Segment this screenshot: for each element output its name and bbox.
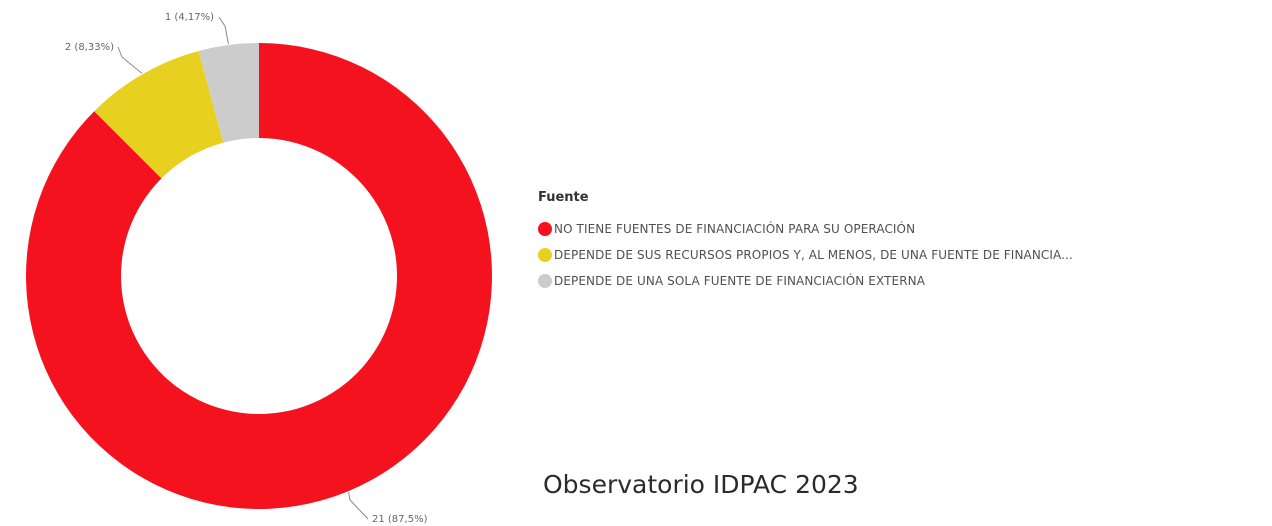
data-label: 21 (87,5%) [372, 514, 428, 525]
legend-label: DEPENDE DE SUS RECURSOS PROPIOS Y, AL ME… [554, 248, 1073, 262]
legend-item-una-sola-fuente[interactable]: DEPENDE DE UNA SOLA FUENTE DE FINANCIACI… [538, 268, 1073, 294]
slice-una-sola-fuente[interactable] [198, 43, 259, 143]
leader-line [218, 16, 229, 45]
legend-marker [538, 222, 552, 236]
legend-marker [538, 274, 552, 288]
legend-item-no-tiene-fuentes[interactable]: NO TIENE FUENTES DE FINANCIACIÓN PARA SU… [538, 216, 1073, 242]
legend-title: Fuente [538, 190, 589, 205]
legend: Fuente NO TIENE FUENTES DE FINANCIACIÓN … [538, 190, 1073, 294]
data-label: 1 (4,17%) [165, 12, 214, 23]
legend-marker [538, 248, 552, 262]
footer-source: Observatorio IDPAC 2023 [543, 470, 859, 499]
leader-line [348, 492, 369, 520]
legend-label: DEPENDE DE UNA SOLA FUENTE DE FINANCIACI… [554, 274, 926, 288]
legend-label: NO TIENE FUENTES DE FINANCIACIÓN PARA SU… [554, 222, 916, 236]
slice-no-tiene-fuentes[interactable] [25, 43, 492, 510]
data-label: 2 (8,33%) [65, 42, 114, 53]
legend-item-recursos-propios[interactable]: DEPENDE DE SUS RECURSOS PROPIOS Y, AL ME… [538, 242, 1073, 268]
leader-line [117, 46, 143, 74]
slice-recursos-propios[interactable] [94, 50, 224, 179]
